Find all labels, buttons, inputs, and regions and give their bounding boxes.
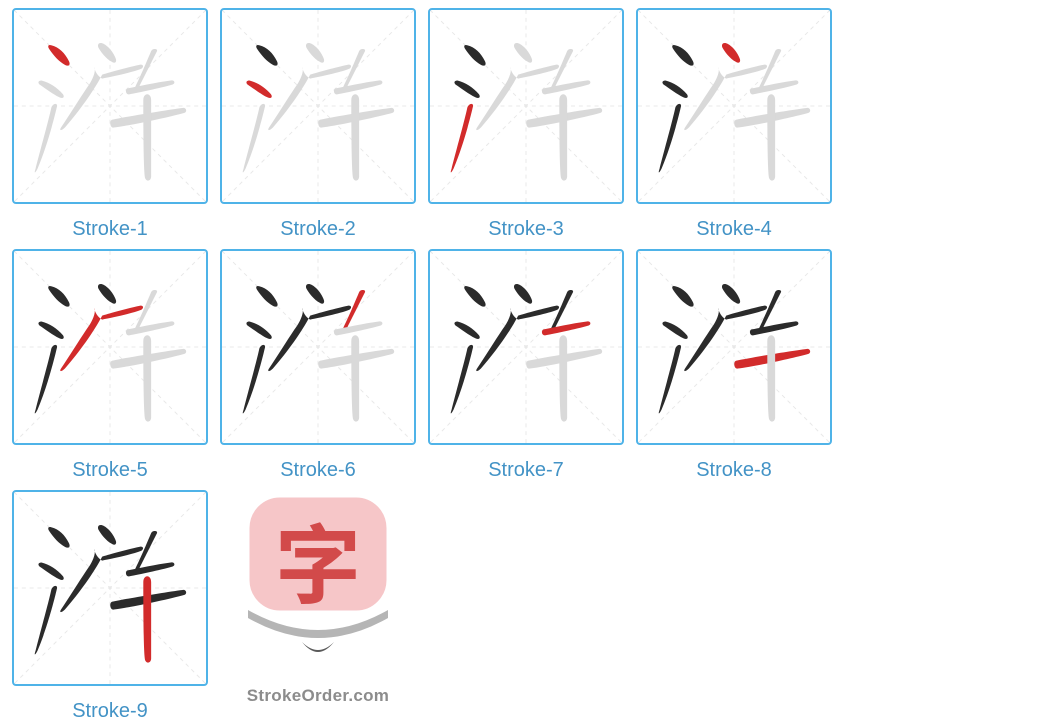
stroke-4 xyxy=(98,525,116,545)
stroke-1 xyxy=(672,45,693,66)
stroke-cell: Stroke-4 xyxy=(634,8,834,241)
stroke-9 xyxy=(559,335,567,421)
stroke-9 xyxy=(143,94,151,180)
stroke-4 xyxy=(514,43,532,63)
stroke-cell: Stroke-8 xyxy=(634,249,834,482)
stroke-cell: Stroke-3 xyxy=(426,8,626,241)
stroke-4 xyxy=(98,284,116,304)
stroke-1 xyxy=(672,286,693,307)
logo-badge: 字 xyxy=(230,490,406,666)
stroke-tile xyxy=(12,8,208,204)
stroke-9 xyxy=(351,335,359,421)
stroke-tile xyxy=(428,249,624,445)
stroke-9 xyxy=(767,335,775,421)
stroke-2 xyxy=(662,322,687,339)
stroke-cell: Stroke-7 xyxy=(426,249,626,482)
stroke-label: Stroke-4 xyxy=(696,218,772,241)
stroke-tile xyxy=(220,8,416,204)
stroke-9 xyxy=(351,94,359,180)
stroke-2 xyxy=(38,81,63,98)
stroke-2 xyxy=(454,81,479,98)
stroke-label: Stroke-2 xyxy=(280,218,356,241)
stroke-1 xyxy=(48,286,69,307)
stroke-4 xyxy=(306,284,324,304)
stroke-tile xyxy=(220,249,416,445)
stroke-4 xyxy=(514,284,532,304)
stroke-1 xyxy=(48,527,69,548)
stroke-1 xyxy=(464,45,485,66)
stroke-cell: Stroke-6 xyxy=(218,249,418,482)
stroke-tile xyxy=(428,8,624,204)
stroke-order-grid: Stroke-1 Stroke-2 Stroke-3 xyxy=(10,8,1040,723)
stroke-label: Stroke-1 xyxy=(72,218,148,241)
stroke-2 xyxy=(454,322,479,339)
stroke-label: Stroke-3 xyxy=(488,218,564,241)
stroke-1 xyxy=(48,45,69,66)
stroke-2 xyxy=(246,322,271,339)
stroke-cell: Stroke-1 xyxy=(10,8,210,241)
stroke-1 xyxy=(256,286,277,307)
stroke-1 xyxy=(464,286,485,307)
stroke-4 xyxy=(98,43,116,63)
watermark-text: StrokeOrder.com xyxy=(247,686,389,706)
logo-char: 字 xyxy=(275,496,361,621)
logo-tile: 字 xyxy=(220,490,416,686)
stroke-label: Stroke-6 xyxy=(280,459,356,482)
stroke-tile xyxy=(12,249,208,445)
stroke-tile xyxy=(636,8,832,204)
stroke-label: Stroke-7 xyxy=(488,459,564,482)
stroke-9 xyxy=(767,94,775,180)
stroke-4 xyxy=(306,43,324,63)
stroke-2 xyxy=(662,81,687,98)
stroke-label: Stroke-9 xyxy=(72,700,148,723)
pencil-tip-icon xyxy=(302,642,334,652)
stroke-tile xyxy=(636,249,832,445)
stroke-4 xyxy=(722,43,740,63)
stroke-2 xyxy=(246,81,271,98)
stroke-cell: Stroke-9 xyxy=(10,490,210,723)
stroke-tile xyxy=(12,490,208,686)
stroke-9 xyxy=(143,576,151,662)
stroke-cell: Stroke-5 xyxy=(10,249,210,482)
logo-cell: 字 StrokeOrder.com xyxy=(218,490,418,723)
stroke-label: Stroke-5 xyxy=(72,459,148,482)
stroke-9 xyxy=(559,94,567,180)
stroke-9 xyxy=(143,335,151,421)
stroke-2 xyxy=(38,322,63,339)
stroke-4 xyxy=(722,284,740,304)
stroke-cell: Stroke-2 xyxy=(218,8,418,241)
stroke-1 xyxy=(256,45,277,66)
stroke-2 xyxy=(38,563,63,580)
stroke-label: Stroke-8 xyxy=(696,459,772,482)
